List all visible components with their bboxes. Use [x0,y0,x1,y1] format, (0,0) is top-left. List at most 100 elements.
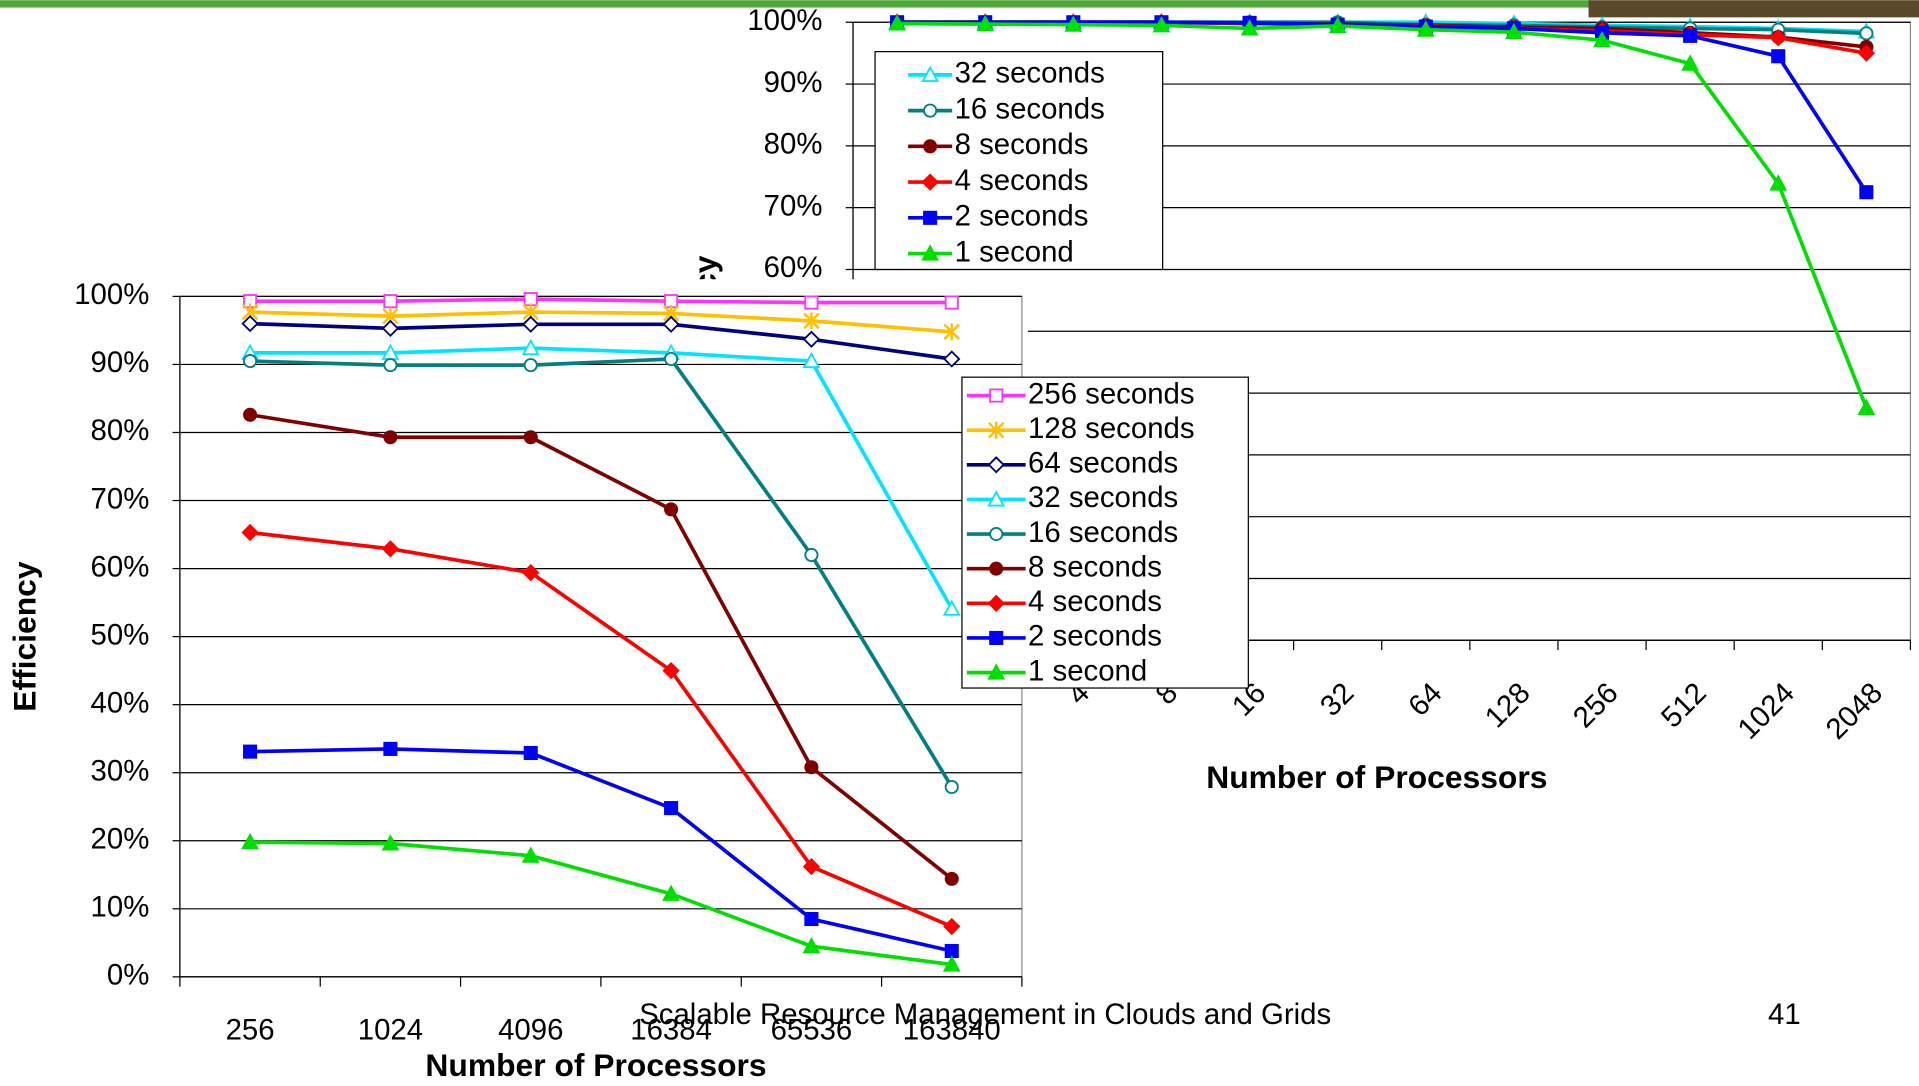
legend-marker [989,527,1004,542]
legend-label: 4 seconds [955,164,1089,197]
series-line [250,357,954,788]
legend-label: 2 seconds [955,200,1089,233]
x-tick-label: 1024 [358,1014,423,1047]
x-tick-label: 256 [226,1014,275,1047]
y-tick-label: 90% [764,66,823,99]
marker [241,832,259,850]
marker [383,358,398,373]
series-line [250,297,952,305]
legend-label: 1 second [955,235,1074,268]
marker [1505,22,1523,40]
x-axis-title: Number of Processors [425,1047,766,1083]
y-tick-label: 60% [91,550,150,583]
footer-title: Scalable Resource Management in Clouds a… [639,998,1331,1031]
legend-label: 64 seconds [1028,447,1178,480]
header-image [1588,0,1919,18]
y-tick-label: 90% [91,346,150,379]
legend-marker [921,173,939,191]
marker [1593,30,1611,48]
y-tick-label: 10% [91,891,150,924]
legend-marker [988,421,1005,439]
marker [241,314,259,333]
legend-marker [987,594,1005,612]
marker [664,351,679,367]
legend [874,51,1164,271]
marker [1683,28,1698,43]
marker [523,358,538,373]
marker [1416,20,1435,37]
x-tick-label: 65536 [771,1014,853,1047]
legend-label: 32 seconds [955,57,1105,90]
marker [664,801,679,816]
marker [1859,185,1874,200]
x-tick-label: 4096 [498,1014,563,1047]
marker [1857,44,1876,62]
marker [1152,16,1171,33]
marker [1769,29,1787,47]
legend-marker [987,490,1006,507]
marker [522,564,540,582]
y-tick-label: 70% [764,189,823,222]
legend-label: 4 seconds [1028,585,1162,618]
legend-marker [987,456,1005,474]
legend-label: 1 second [1028,654,1147,687]
marker [662,315,680,333]
y-tick-label: 100% [747,4,822,37]
x-tick-label: 163840 [903,1014,1001,1047]
marker [522,315,540,333]
marker [943,350,961,368]
marker [944,295,959,310]
marker [944,943,959,959]
marker [664,502,679,517]
marker [802,936,821,954]
series-line [250,747,953,953]
marker [1064,15,1083,32]
marker [662,662,680,680]
series-line [249,412,953,881]
chart-front: 0% 10% 20% 30% 40% 50% 60% 70% 80% 90% 100% 256 1024… [6,278,1249,1083]
y-tick-label: 30% [91,754,150,787]
y-tick-label: 70% [91,482,150,515]
series-line [897,21,1869,409]
marker [243,407,258,422]
y-tick-label: 80% [91,414,150,447]
y-tick-label: 50% [91,618,150,651]
marker [944,871,959,886]
legend-marker [921,244,940,261]
y-tick-label: 100% [74,278,149,311]
marker [523,745,538,761]
legend-marker [989,630,1004,646]
marker [942,955,961,972]
legend-label: 32 seconds [1028,481,1178,514]
series-line [897,20,1868,194]
marker [381,319,400,338]
marker [943,917,961,936]
marker [804,760,819,775]
marker [523,292,538,307]
series-line [250,346,954,610]
marker [804,295,819,310]
legend-marker [921,65,940,82]
marker [383,430,398,445]
x-tick-label: 16384 [630,1014,712,1047]
marker [1328,16,1347,33]
legend-label: 8 seconds [955,128,1089,161]
legend-label: 2 seconds [1028,620,1162,653]
y-tick-label: 80% [764,128,823,161]
series-line [249,530,953,929]
legend-label: 8 seconds [1028,550,1162,583]
marker [804,911,819,927]
marker [381,540,400,558]
marker [243,744,258,759]
y-axis-title: Efficiency [6,561,42,712]
marker [381,834,400,851]
marker [662,884,680,901]
top-bar [0,0,1592,8]
y-tick-label: 40% [91,686,150,719]
marker [1771,49,1786,64]
y-tick-label: 20% [91,823,150,856]
marker [888,14,906,31]
marker [802,857,821,876]
